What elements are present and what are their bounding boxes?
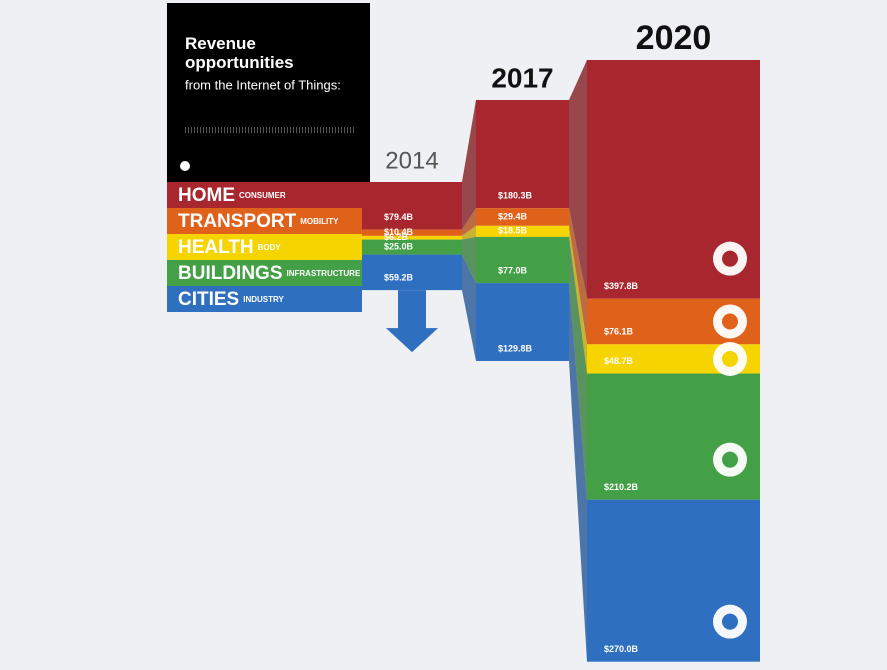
icon-inner (722, 313, 738, 330)
connector (569, 283, 587, 662)
icon-inner (722, 250, 738, 267)
value-label: $76.1B (604, 327, 634, 337)
legend-band (167, 286, 362, 312)
connector (462, 225, 476, 240)
legend-band (167, 208, 362, 234)
connector (462, 208, 476, 236)
icon-inner (722, 451, 738, 468)
legend-sub: INDUSTRY (243, 295, 284, 304)
connector-shade (569, 208, 587, 345)
bar-segment (476, 225, 569, 237)
arrow (386, 290, 438, 353)
value-label: $29.4B (498, 211, 528, 221)
legend-band (167, 182, 362, 208)
connector (569, 236, 587, 500)
connector (462, 254, 476, 361)
legend-entry: CITIES INDUSTRY (178, 289, 284, 310)
value-label: $210.2B (604, 482, 639, 492)
connector (569, 225, 587, 374)
legend-name: HEALTH (178, 237, 254, 258)
subtitle: from the Internet of Things: (185, 77, 341, 92)
connector (462, 100, 476, 230)
bar-segment (476, 283, 569, 361)
value-label: $10.4B (384, 227, 414, 237)
connector-shade (462, 225, 476, 240)
bar-segment (362, 182, 462, 230)
value-label: $18.5B (498, 226, 528, 236)
title-text: Revenue (185, 34, 256, 53)
connector (569, 60, 587, 299)
title-line: opportunities (185, 53, 294, 72)
bar-segment (476, 208, 569, 226)
value-label: $6.2B (384, 232, 409, 242)
connector-shade (462, 254, 476, 361)
value-label: $129.8B (498, 343, 533, 353)
bar-segment (587, 373, 760, 500)
legend-band (167, 234, 362, 260)
icon-inner (722, 613, 738, 630)
connector-shade (462, 100, 476, 230)
legend-sub: BODY (258, 243, 282, 252)
bar-segment (476, 236, 569, 284)
connector (569, 208, 587, 345)
connector-shade (569, 60, 587, 299)
legend-entry: HOME CONSUMER (178, 185, 286, 206)
year-label: 2020 (636, 19, 712, 57)
bar-segment (362, 239, 462, 255)
legend-name: BUILDINGS (178, 263, 283, 284)
value-label: $397.8B (604, 281, 639, 291)
bar-segment (362, 229, 462, 236)
connector-shade (462, 208, 476, 236)
legend-entry: TRANSPORT MOBILITY (178, 211, 339, 232)
legend-sub: MOBILITY (300, 217, 339, 226)
legend-name: TRANSPORT (178, 211, 297, 232)
connector-shade (569, 236, 587, 500)
value-label: $180.3B (498, 191, 533, 201)
bar-segment (476, 100, 569, 209)
value-label: $77.0B (498, 265, 528, 275)
legend-band (167, 260, 362, 286)
bar-segment (362, 235, 462, 240)
legend-name: CITIES (178, 289, 239, 310)
legend-entry: BUILDINGS INFRASTRUCTURE (178, 263, 361, 284)
value-label: $25.0B (384, 241, 414, 251)
legend-name: HOME (178, 185, 235, 206)
legend-entry: HEALTH BODY (178, 237, 281, 258)
title: Revenue opportunities (185, 34, 294, 72)
icon-inner (722, 350, 738, 367)
connector-shade (569, 225, 587, 374)
legend-sub: CONSUMER (239, 191, 286, 200)
year-label: 2017 (491, 62, 553, 93)
value-label: $48.7B (604, 356, 634, 366)
value-label: $79.4B (384, 212, 414, 222)
year-label: 2014 (385, 147, 438, 174)
connector-shade (462, 236, 476, 284)
title-box (167, 3, 370, 182)
legend-sub: INFRASTRUCTURE (287, 269, 361, 278)
connector (462, 236, 476, 284)
value-label: $270.0B (604, 644, 639, 654)
decoration-dot (180, 161, 190, 171)
bar-segment (362, 254, 462, 291)
connector-shade (569, 283, 587, 662)
value-label: $59.2B (384, 272, 414, 282)
